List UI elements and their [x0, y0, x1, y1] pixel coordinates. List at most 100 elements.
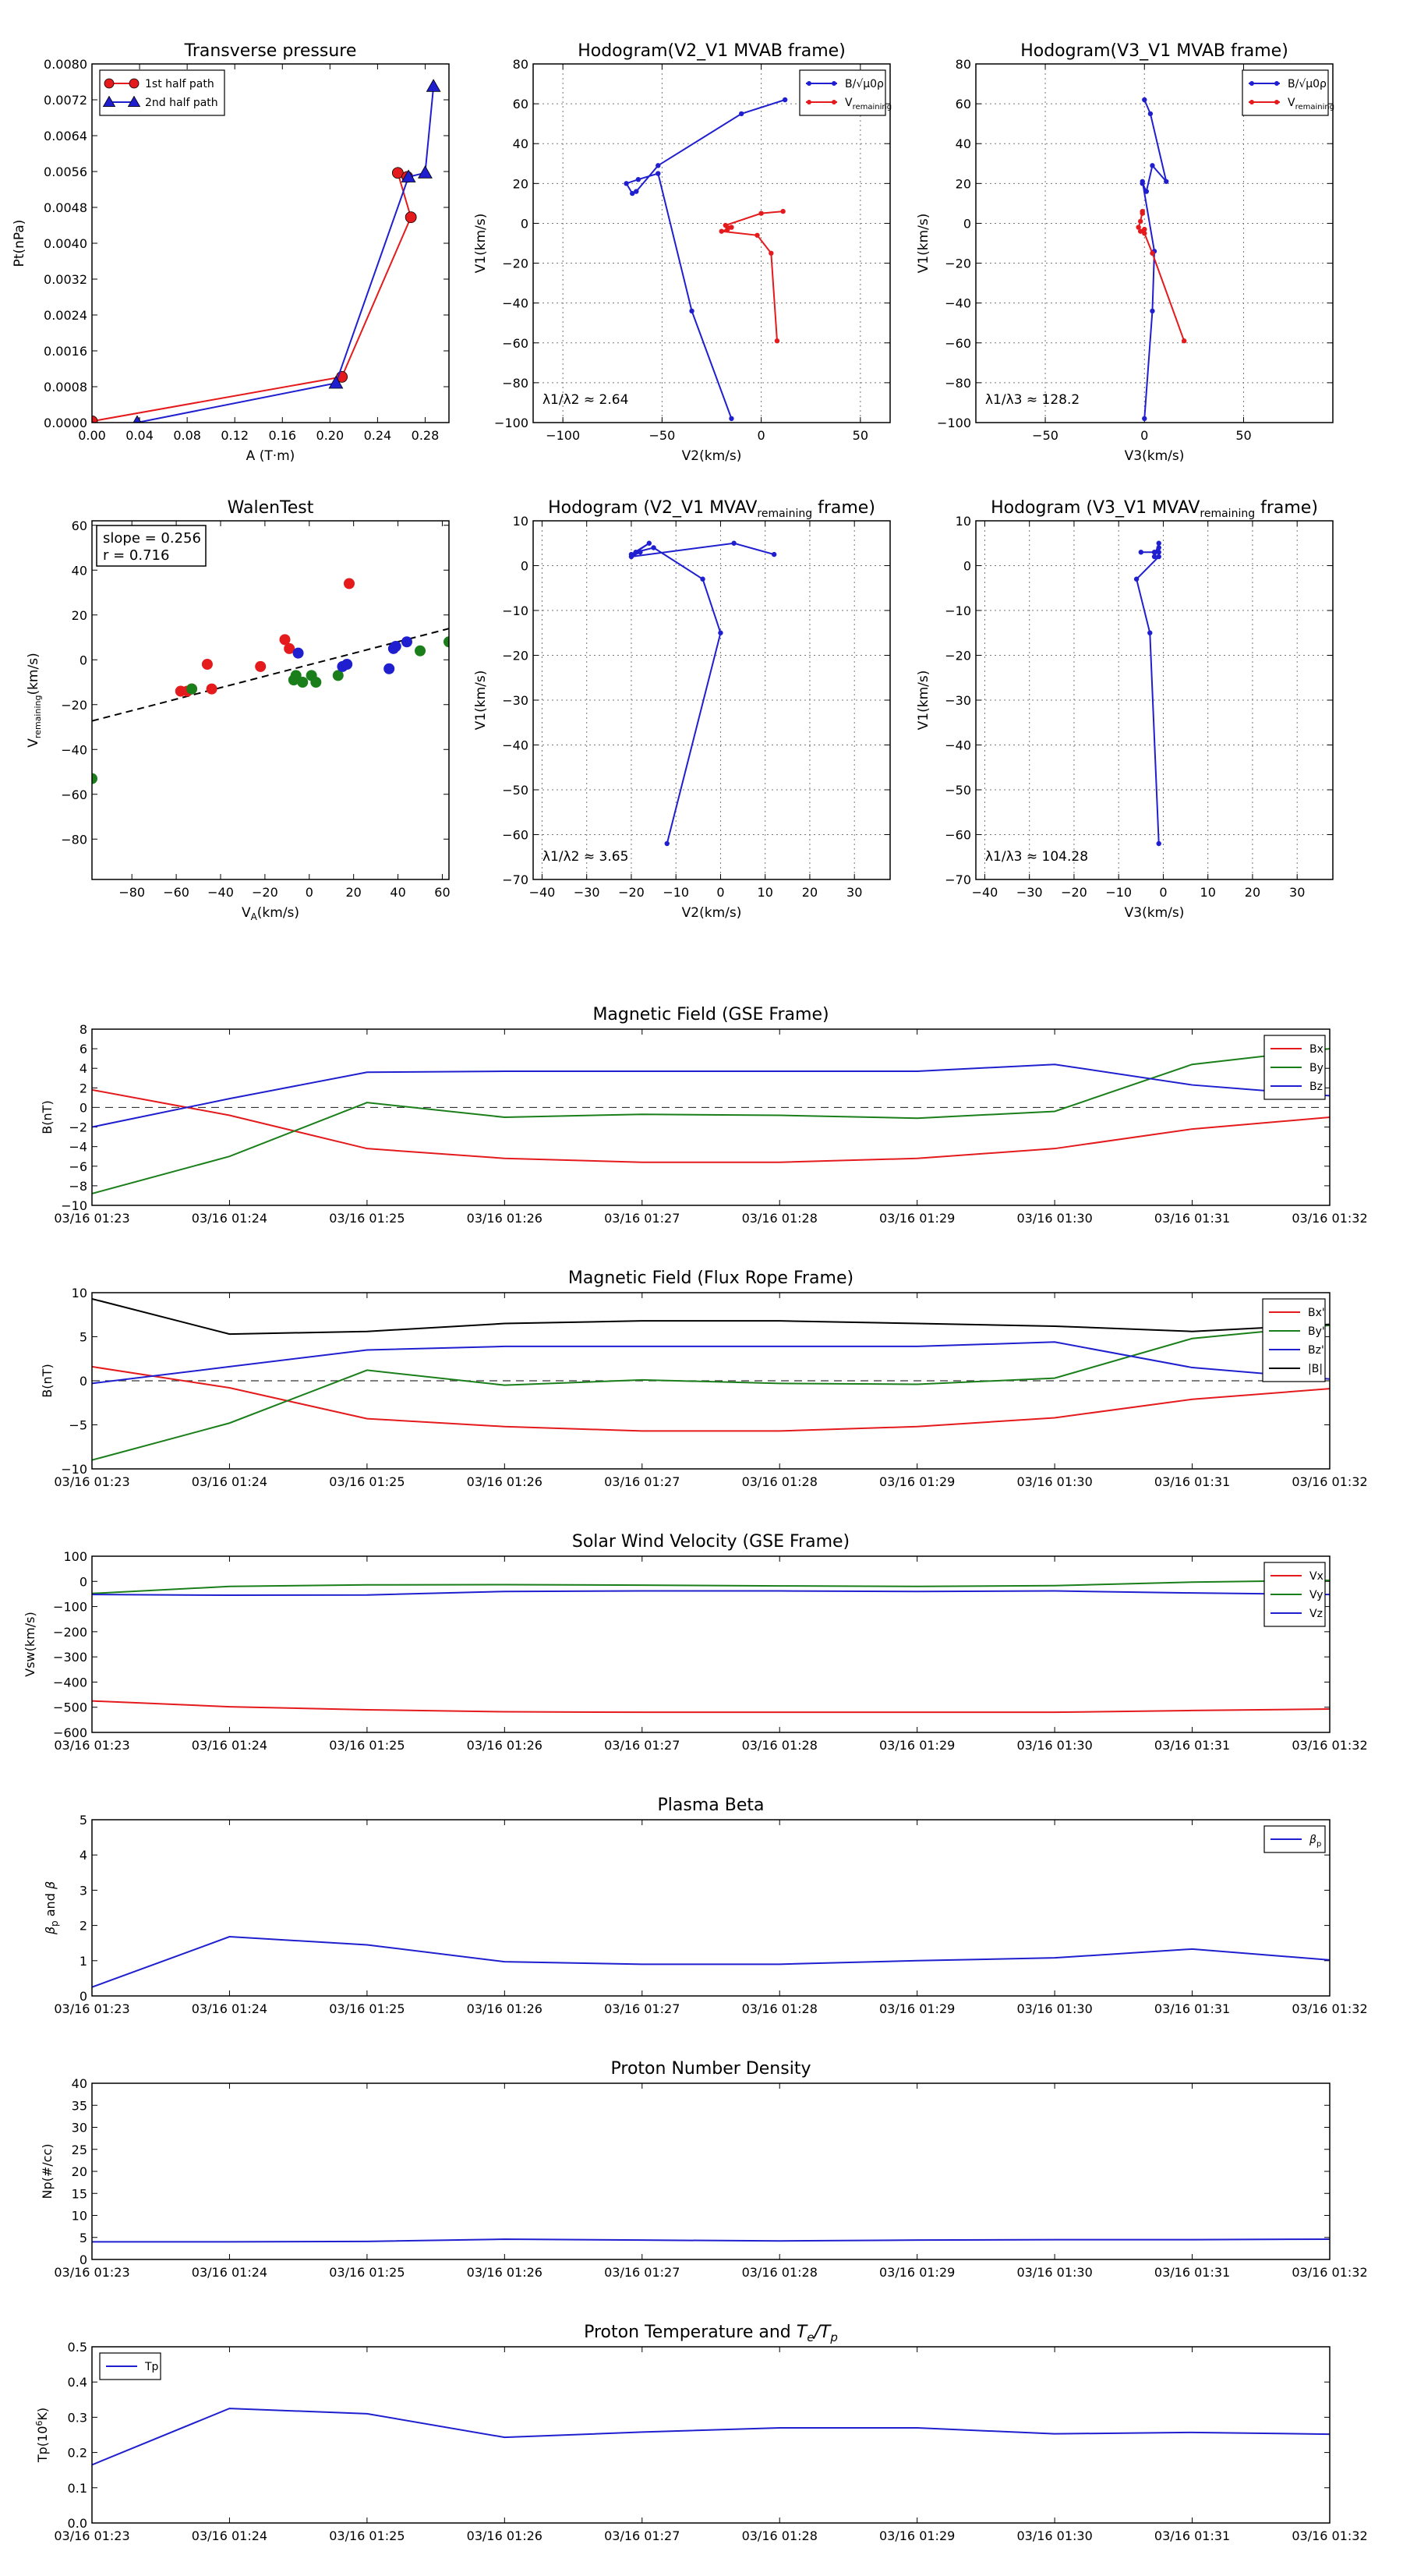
legend-marker — [102, 95, 116, 108]
y-tick-label: 3 — [80, 1883, 87, 1898]
data-point — [292, 647, 304, 659]
y-axis-label-part: and — [43, 1889, 58, 1920]
x-tick-label: −100 — [546, 428, 580, 443]
y-axis-label: Pt(nPa) — [12, 220, 27, 267]
x-tick-label: 03/16 01:23 — [54, 2265, 129, 2280]
data-point — [444, 636, 449, 648]
x-tick-label: 03/16 01:23 — [54, 2001, 129, 2016]
y-axis-label: B(nT) — [40, 1100, 55, 1134]
legend-marker — [1274, 81, 1279, 86]
x-tick-label: 20 — [1245, 885, 1260, 900]
x-tick-label: 03/16 01:25 — [329, 2528, 405, 2543]
y-axis-label: V1(km/s) — [916, 214, 931, 274]
x-axis-label: V2(km/s) — [682, 905, 742, 921]
chart-title: Proton Temperature and Te/Tp — [584, 2323, 838, 2344]
axes-frame — [91, 1292, 1331, 1470]
x-tick-label: 03/16 01:32 — [1292, 2265, 1367, 2280]
plot-area — [1136, 97, 1187, 422]
x-tick-label: 03/16 01:31 — [1154, 2265, 1230, 2280]
y-tick-label: −70 — [945, 872, 971, 887]
axes-frame — [975, 63, 1334, 423]
eigen-ratio-annotation: λ1/λ3 ≈ 104.28 — [985, 849, 1088, 865]
x-tick-label: 03/16 01:30 — [1016, 2265, 1092, 2280]
data-point — [133, 415, 142, 423]
x-tick-label: 60 — [434, 885, 450, 900]
y-tick-label: 0 — [521, 216, 528, 231]
x-tick-label: 0.08 — [173, 428, 201, 443]
legend-label: Vz — [1309, 1608, 1323, 1620]
series-line — [625, 99, 786, 419]
series-line — [1135, 543, 1160, 844]
y-axis-label: V1(km/s) — [473, 214, 489, 274]
legend-label-part: V — [1288, 97, 1295, 109]
data-point — [718, 630, 723, 635]
y-tick-label: 60 — [956, 97, 971, 111]
legend-label-part: p — [1316, 1840, 1321, 1849]
legend-marker — [127, 95, 141, 108]
fit-line — [92, 628, 449, 722]
x-axis-label-part: A — [251, 911, 258, 922]
series-line — [1141, 99, 1168, 419]
x-tick-label: 50 — [1235, 428, 1251, 443]
data-point — [719, 228, 724, 234]
series-1 — [719, 208, 786, 344]
chart-title-part: e — [807, 2330, 814, 2344]
data-point — [1136, 225, 1141, 230]
data-point — [297, 677, 309, 688]
series-line — [721, 211, 783, 341]
data-point — [1142, 97, 1147, 103]
y-tick-label: 30 — [72, 2121, 87, 2135]
data-point — [755, 232, 760, 238]
y-tick-label: 15 — [72, 2186, 87, 2201]
y-tick-label: 0.0024 — [44, 308, 87, 323]
y-axis-label-part: K) — [35, 2408, 50, 2421]
chart-title-part: Hodogram (V2_V1 MVAV — [548, 498, 757, 518]
data-point — [1164, 179, 1169, 184]
data-point — [1142, 231, 1147, 236]
x-tick-label: 03/16 01:26 — [467, 2528, 542, 2543]
x-tick-label: 0.00 — [78, 428, 106, 443]
data-point — [1137, 218, 1143, 225]
data-point — [405, 211, 417, 224]
data-point — [723, 222, 729, 228]
chart-title: Hodogram(V3_V1 MVAB frame) — [1020, 41, 1288, 61]
panel-hodogram-v3-v1-mvab: −100 −80 −60 −40 −20 0 20 40 60 80 −50 0 50 Hodogram(… — [916, 41, 1334, 464]
data-point — [758, 211, 764, 216]
legend: Bx By Bz — [1263, 1035, 1326, 1100]
y-tick-label: −10 — [502, 603, 528, 618]
y-tick-label: 0 — [80, 1374, 87, 1389]
legend-label-part: remaining — [1295, 103, 1335, 111]
y-tick-label: 35 — [72, 2098, 87, 2113]
y-tick-label: 0.4 — [68, 2375, 87, 2390]
chart-title-part: frame) — [812, 498, 875, 518]
y-tick-label: −60 — [61, 787, 87, 802]
chart-title: Magnetic Field (GSE Frame) — [592, 1005, 829, 1024]
data-point — [255, 660, 267, 672]
x-tick-label: 30 — [846, 885, 862, 900]
data-point — [729, 225, 734, 230]
axes-frame — [532, 63, 891, 423]
data-point — [624, 181, 629, 186]
data-point — [1181, 338, 1187, 344]
data-point — [729, 416, 734, 422]
data-point — [651, 545, 656, 550]
y-tick-label: 0.0008 — [44, 380, 87, 395]
y-tick-label: 10 — [72, 2209, 87, 2224]
y-tick-label: 40 — [72, 563, 87, 578]
y-tick-label: −10 — [61, 1462, 87, 1477]
y-tick-label: 5 — [80, 1330, 87, 1345]
series-1 — [133, 79, 441, 423]
x-tick-label: 03/16 01:29 — [879, 1474, 955, 1489]
y-tick-label: −100 — [937, 416, 971, 430]
chart-title: Magnetic Field (Flux Rope Frame) — [568, 1269, 853, 1288]
data-point — [782, 97, 788, 103]
series-line-2 — [92, 1341, 1330, 1385]
x-tick-label: 03/16 01:25 — [329, 2265, 405, 2280]
x-tick-label: 03/16 01:27 — [604, 1211, 680, 1226]
series-line-3 — [92, 1297, 1330, 1336]
y-tick-label: −40 — [945, 296, 971, 311]
chart-title-part: / — [812, 2323, 822, 2342]
y-tick-label: 0.5 — [68, 2340, 87, 2355]
legend-label: Vremaining — [1288, 97, 1334, 111]
legend-label: Bz' — [1308, 1344, 1324, 1357]
